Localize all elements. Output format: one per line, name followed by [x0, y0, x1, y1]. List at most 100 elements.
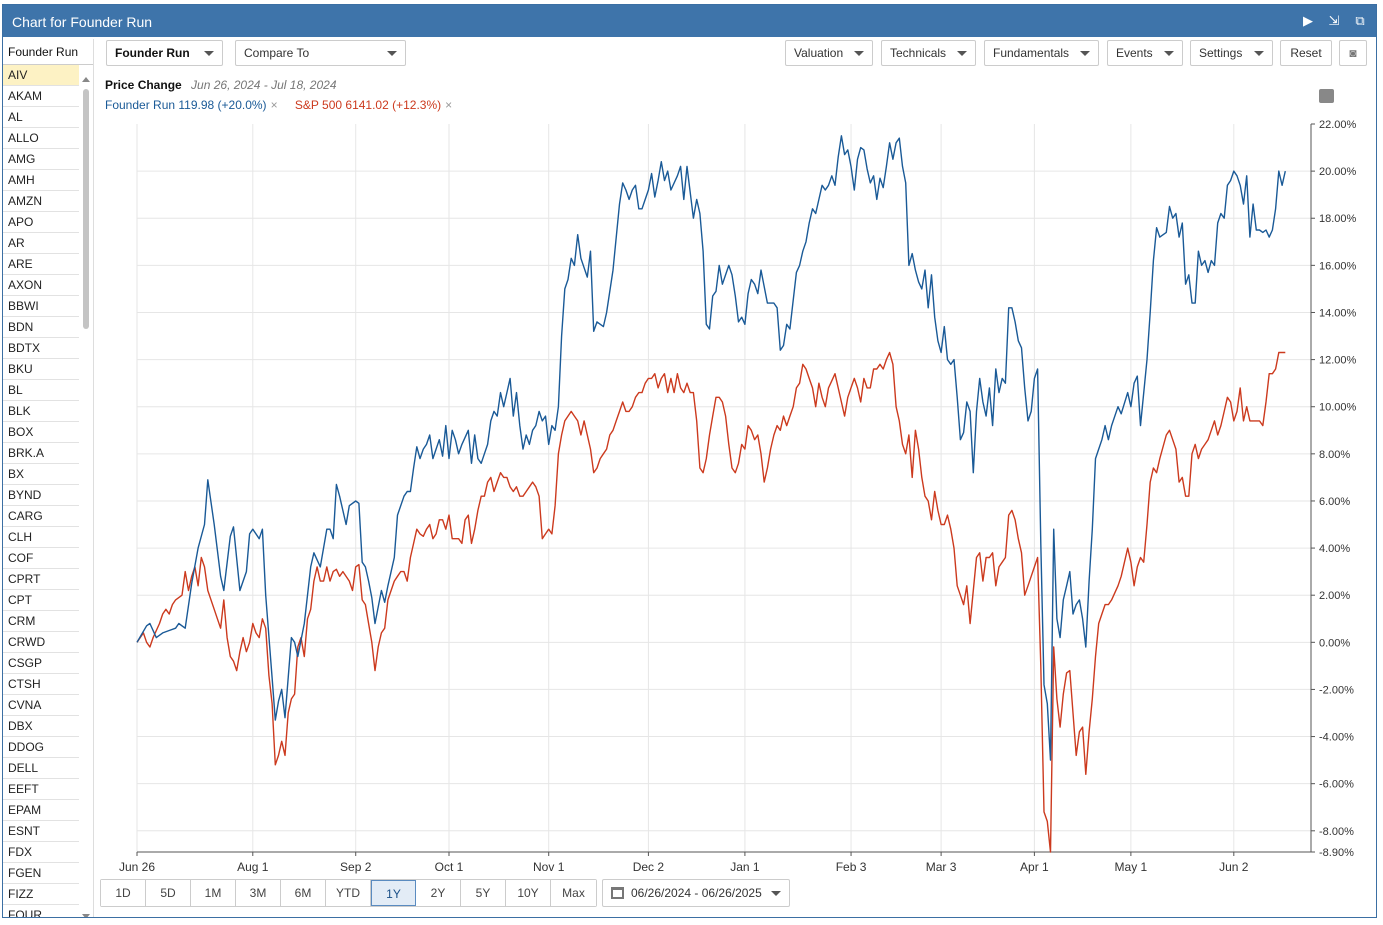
symbol-item[interactable]: BOX — [3, 422, 79, 443]
fundamentals-label: Fundamentals — [993, 46, 1070, 60]
y-tick-label: 18.00% — [1319, 213, 1357, 225]
range-button-6m[interactable]: 6M — [281, 880, 326, 906]
y-tick-label: 14.00% — [1319, 307, 1357, 319]
remove-series-icon[interactable]: × — [270, 98, 278, 112]
symbol-item[interactable]: DBX — [3, 716, 79, 737]
symbol-item[interactable]: FDX — [3, 842, 79, 863]
settings-label: Settings — [1199, 46, 1243, 60]
fundamentals-menu[interactable]: Fundamentals — [984, 40, 1099, 66]
x-tick-label: Sep 2 — [340, 860, 372, 874]
chevron-down-icon — [771, 891, 781, 896]
play-icon[interactable]: ▶ — [1303, 13, 1313, 28]
legend-series-sp500: S&P 500 6141.02 (+12.3%) — [294, 98, 442, 112]
x-tick-label: Oct 1 — [435, 860, 464, 874]
symbol-item[interactable]: BLK — [3, 401, 79, 422]
range-button-ytd[interactable]: YTD — [326, 880, 371, 906]
symbol-item[interactable]: CLH — [3, 527, 79, 548]
reset-button[interactable]: Reset — [1280, 40, 1332, 66]
symbol-item[interactable]: AXON — [3, 275, 79, 296]
symbol-item[interactable]: AMZN — [3, 191, 79, 212]
symbol-item[interactable]: BDTX — [3, 338, 79, 359]
panel-icon[interactable] — [1319, 89, 1334, 103]
date-range-picker[interactable]: 06/26/2024 - 06/26/2025 — [602, 879, 790, 907]
series-line-founder-run — [136, 135, 1286, 761]
range-button-1d[interactable]: 1D — [101, 880, 146, 906]
scroll-down-icon[interactable] — [82, 914, 90, 917]
symbol-item[interactable]: FIZZ — [3, 884, 79, 905]
symbol-item[interactable]: FOUR — [3, 905, 79, 917]
symbol-item[interactable]: AMG — [3, 149, 79, 170]
compare-to-select[interactable]: Compare To — [235, 40, 406, 66]
y-tick-label: -8.00% — [1319, 826, 1354, 838]
symbol-item[interactable]: BYND — [3, 485, 79, 506]
range-button-3m[interactable]: 3M — [236, 880, 281, 906]
range-button-2y[interactable]: 2Y — [416, 880, 461, 906]
range-button-5y[interactable]: 5Y — [461, 880, 506, 906]
y-tick-label: 20.00% — [1319, 166, 1357, 178]
legend-date-range: Jun 26, 2024 - Jul 18, 2024 — [191, 78, 337, 92]
y-tick-label: 2.00% — [1319, 590, 1350, 602]
chevron-down-icon — [1080, 51, 1090, 56]
range-button-max[interactable]: Max — [551, 880, 596, 906]
symbol-item[interactable]: CPT — [3, 590, 79, 611]
window-title: Chart for Founder Run — [12, 14, 153, 30]
y-tick-label: 6.00% — [1319, 496, 1350, 508]
calendar-icon — [611, 887, 624, 899]
symbol-item[interactable]: CRWD — [3, 632, 79, 653]
symbol-item[interactable]: BRK.A — [3, 443, 79, 464]
chevron-down-icon — [1254, 51, 1264, 56]
symbol-scrollbar[interactable] — [81, 75, 91, 917]
x-tick-label: Jun 26 — [119, 860, 155, 874]
symbol-item[interactable]: BL — [3, 380, 79, 401]
symbol-item[interactable]: ALLO — [3, 128, 79, 149]
symbol-item[interactable]: ARE — [3, 254, 79, 275]
symbol-item[interactable]: AKAM — [3, 86, 79, 107]
symbol-item[interactable]: BBWI — [3, 296, 79, 317]
range-button-1y[interactable]: 1Y — [371, 880, 416, 906]
symbol-item[interactable]: BX — [3, 464, 79, 485]
symbol-item[interactable]: EPAM — [3, 800, 79, 821]
scroll-thumb[interactable] — [83, 89, 89, 329]
symbol-item[interactable]: APO — [3, 212, 79, 233]
symbol-item[interactable]: DELL — [3, 758, 79, 779]
symbol-item[interactable]: CSGP — [3, 653, 79, 674]
symbol-item[interactable]: COF — [3, 548, 79, 569]
range-button-5d[interactable]: 5D — [146, 880, 191, 906]
symbol-item[interactable]: BKU — [3, 359, 79, 380]
camera-icon[interactable]: ◙ — [1339, 40, 1367, 66]
symbol-select[interactable]: Founder Run — [106, 40, 223, 66]
symbol-item[interactable]: AIV — [3, 65, 79, 86]
symbol-item[interactable]: AR — [3, 233, 79, 254]
symbol-item[interactable]: CVNA — [3, 695, 79, 716]
events-menu[interactable]: Events — [1107, 40, 1183, 66]
series-line-sp500 — [136, 351, 1286, 853]
symbol-item[interactable]: CARG — [3, 506, 79, 527]
y-tick-label: 22.00% — [1319, 119, 1357, 131]
symbol-item[interactable]: DDOG — [3, 737, 79, 758]
valuation-menu[interactable]: Valuation — [785, 40, 873, 66]
symbol-item[interactable]: CTSH — [3, 674, 79, 695]
range-button-1m[interactable]: 1M — [191, 880, 236, 906]
symbol-item[interactable]: BDN — [3, 317, 79, 338]
symbol-item[interactable]: EEFT — [3, 779, 79, 800]
popout-icon[interactable]: ⧉ — [1355, 13, 1365, 28]
symbol-items: AIV AKAM AL ALLO AMG AMH AMZN APO AR ARE AXON BBWI B… — [3, 65, 93, 917]
y-tick-label: -6.00% — [1319, 779, 1354, 791]
legend-label: Price Change — [105, 78, 182, 92]
symbol-item[interactable]: CPRT — [3, 569, 79, 590]
remove-series-icon[interactable]: × — [445, 98, 453, 112]
range-button-10y[interactable]: 10Y — [506, 880, 551, 906]
symbol-item[interactable]: ESNT — [3, 821, 79, 842]
symbol-item[interactable]: CRM — [3, 611, 79, 632]
collapse-icon[interactable]: ⇲ — [1328, 13, 1340, 28]
symbol-item[interactable]: AMH — [3, 170, 79, 191]
x-tick-label: Mar 3 — [926, 860, 957, 874]
symbol-item[interactable]: AL — [3, 107, 79, 128]
range-selector: 1D 5D 1M 3M 6M YTD 1Y 2Y 5Y 10Y Max — [100, 879, 597, 907]
settings-menu[interactable]: Settings — [1190, 40, 1273, 66]
scroll-up-icon[interactable] — [82, 77, 90, 82]
technicals-menu[interactable]: Technicals — [881, 40, 976, 66]
events-label: Events — [1116, 46, 1153, 60]
chevron-down-icon — [1164, 51, 1174, 56]
symbol-item[interactable]: FGEN — [3, 863, 79, 884]
